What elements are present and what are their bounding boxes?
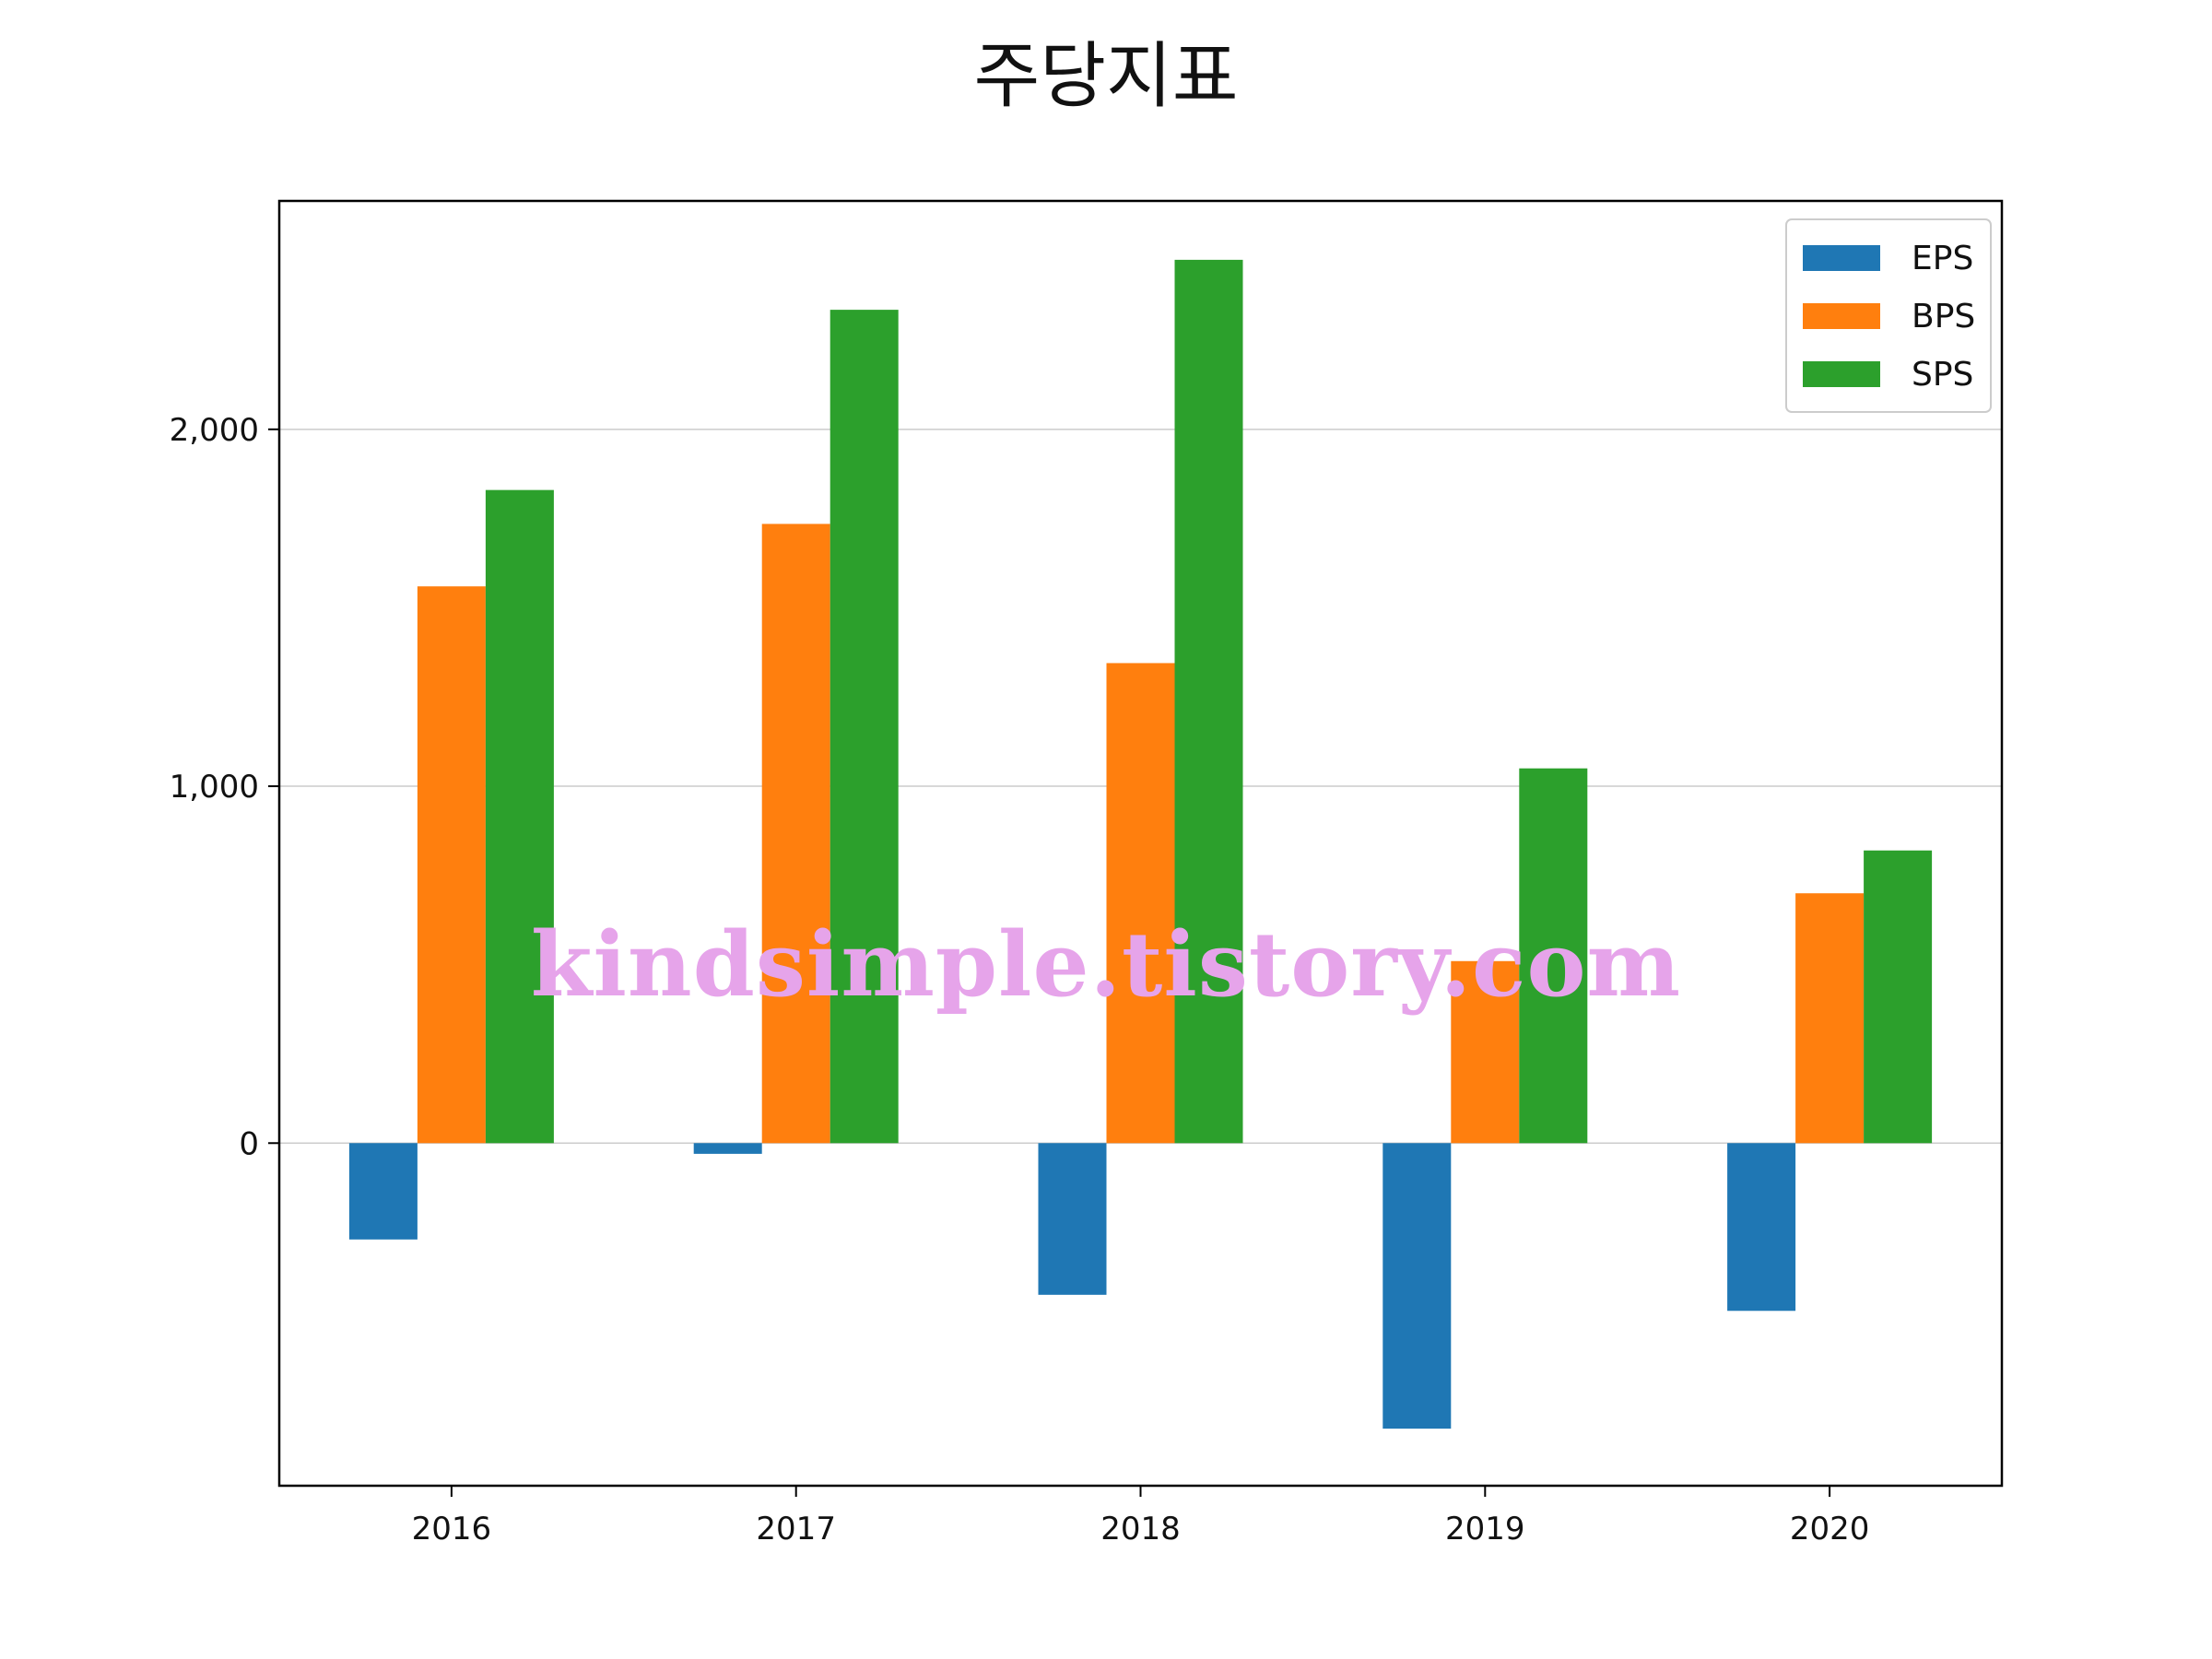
legend-swatch-eps	[1803, 245, 1880, 271]
x-axis: 2016 2017 2018 2019 2020	[412, 1486, 1870, 1547]
y-axis: 0 1,000 2,000	[170, 412, 279, 1162]
bar-sps-2016	[485, 489, 554, 1144]
bar-bps-2018	[1106, 663, 1175, 1144]
x-tick-label: 2016	[412, 1511, 492, 1547]
y-tick-label: 2,000	[170, 412, 259, 449]
bar-bps-2016	[417, 586, 486, 1144]
legend-label-bps: BPS	[1912, 298, 1975, 335]
x-tick-label: 2019	[1445, 1511, 1525, 1547]
chart-title: 주당지표	[973, 35, 1239, 118]
legend-swatch-bps	[1803, 303, 1880, 329]
x-tick-label: 2017	[756, 1511, 836, 1547]
legend-label-sps: SPS	[1912, 356, 1973, 394]
bar-sps-2019	[1519, 768, 1588, 1144]
y-tick-label: 1,000	[170, 769, 259, 806]
x-tick-label: 2020	[1790, 1511, 1870, 1547]
bar-bps-2020	[1795, 893, 1865, 1144]
bars	[348, 259, 1933, 1430]
bar-bps-2019	[1451, 960, 1520, 1144]
bar-eps-2019	[1382, 1143, 1452, 1430]
bar-eps-2018	[1038, 1143, 1107, 1295]
bar-eps-2016	[348, 1143, 418, 1240]
y-tick-label: 0	[239, 1125, 259, 1162]
bar-sps-2020	[1864, 850, 1933, 1144]
legend-label-eps: EPS	[1912, 240, 1973, 277]
bar-sps-2017	[830, 310, 899, 1144]
bar-eps-2017	[693, 1143, 762, 1154]
legend-swatch-sps	[1803, 361, 1880, 387]
bar-sps-2018	[1174, 259, 1243, 1144]
bar-eps-2020	[1727, 1143, 1796, 1312]
legend: EPS BPS SPS	[1785, 218, 1992, 413]
bar-bps-2017	[761, 524, 830, 1144]
x-tick-label: 2018	[1100, 1511, 1181, 1547]
